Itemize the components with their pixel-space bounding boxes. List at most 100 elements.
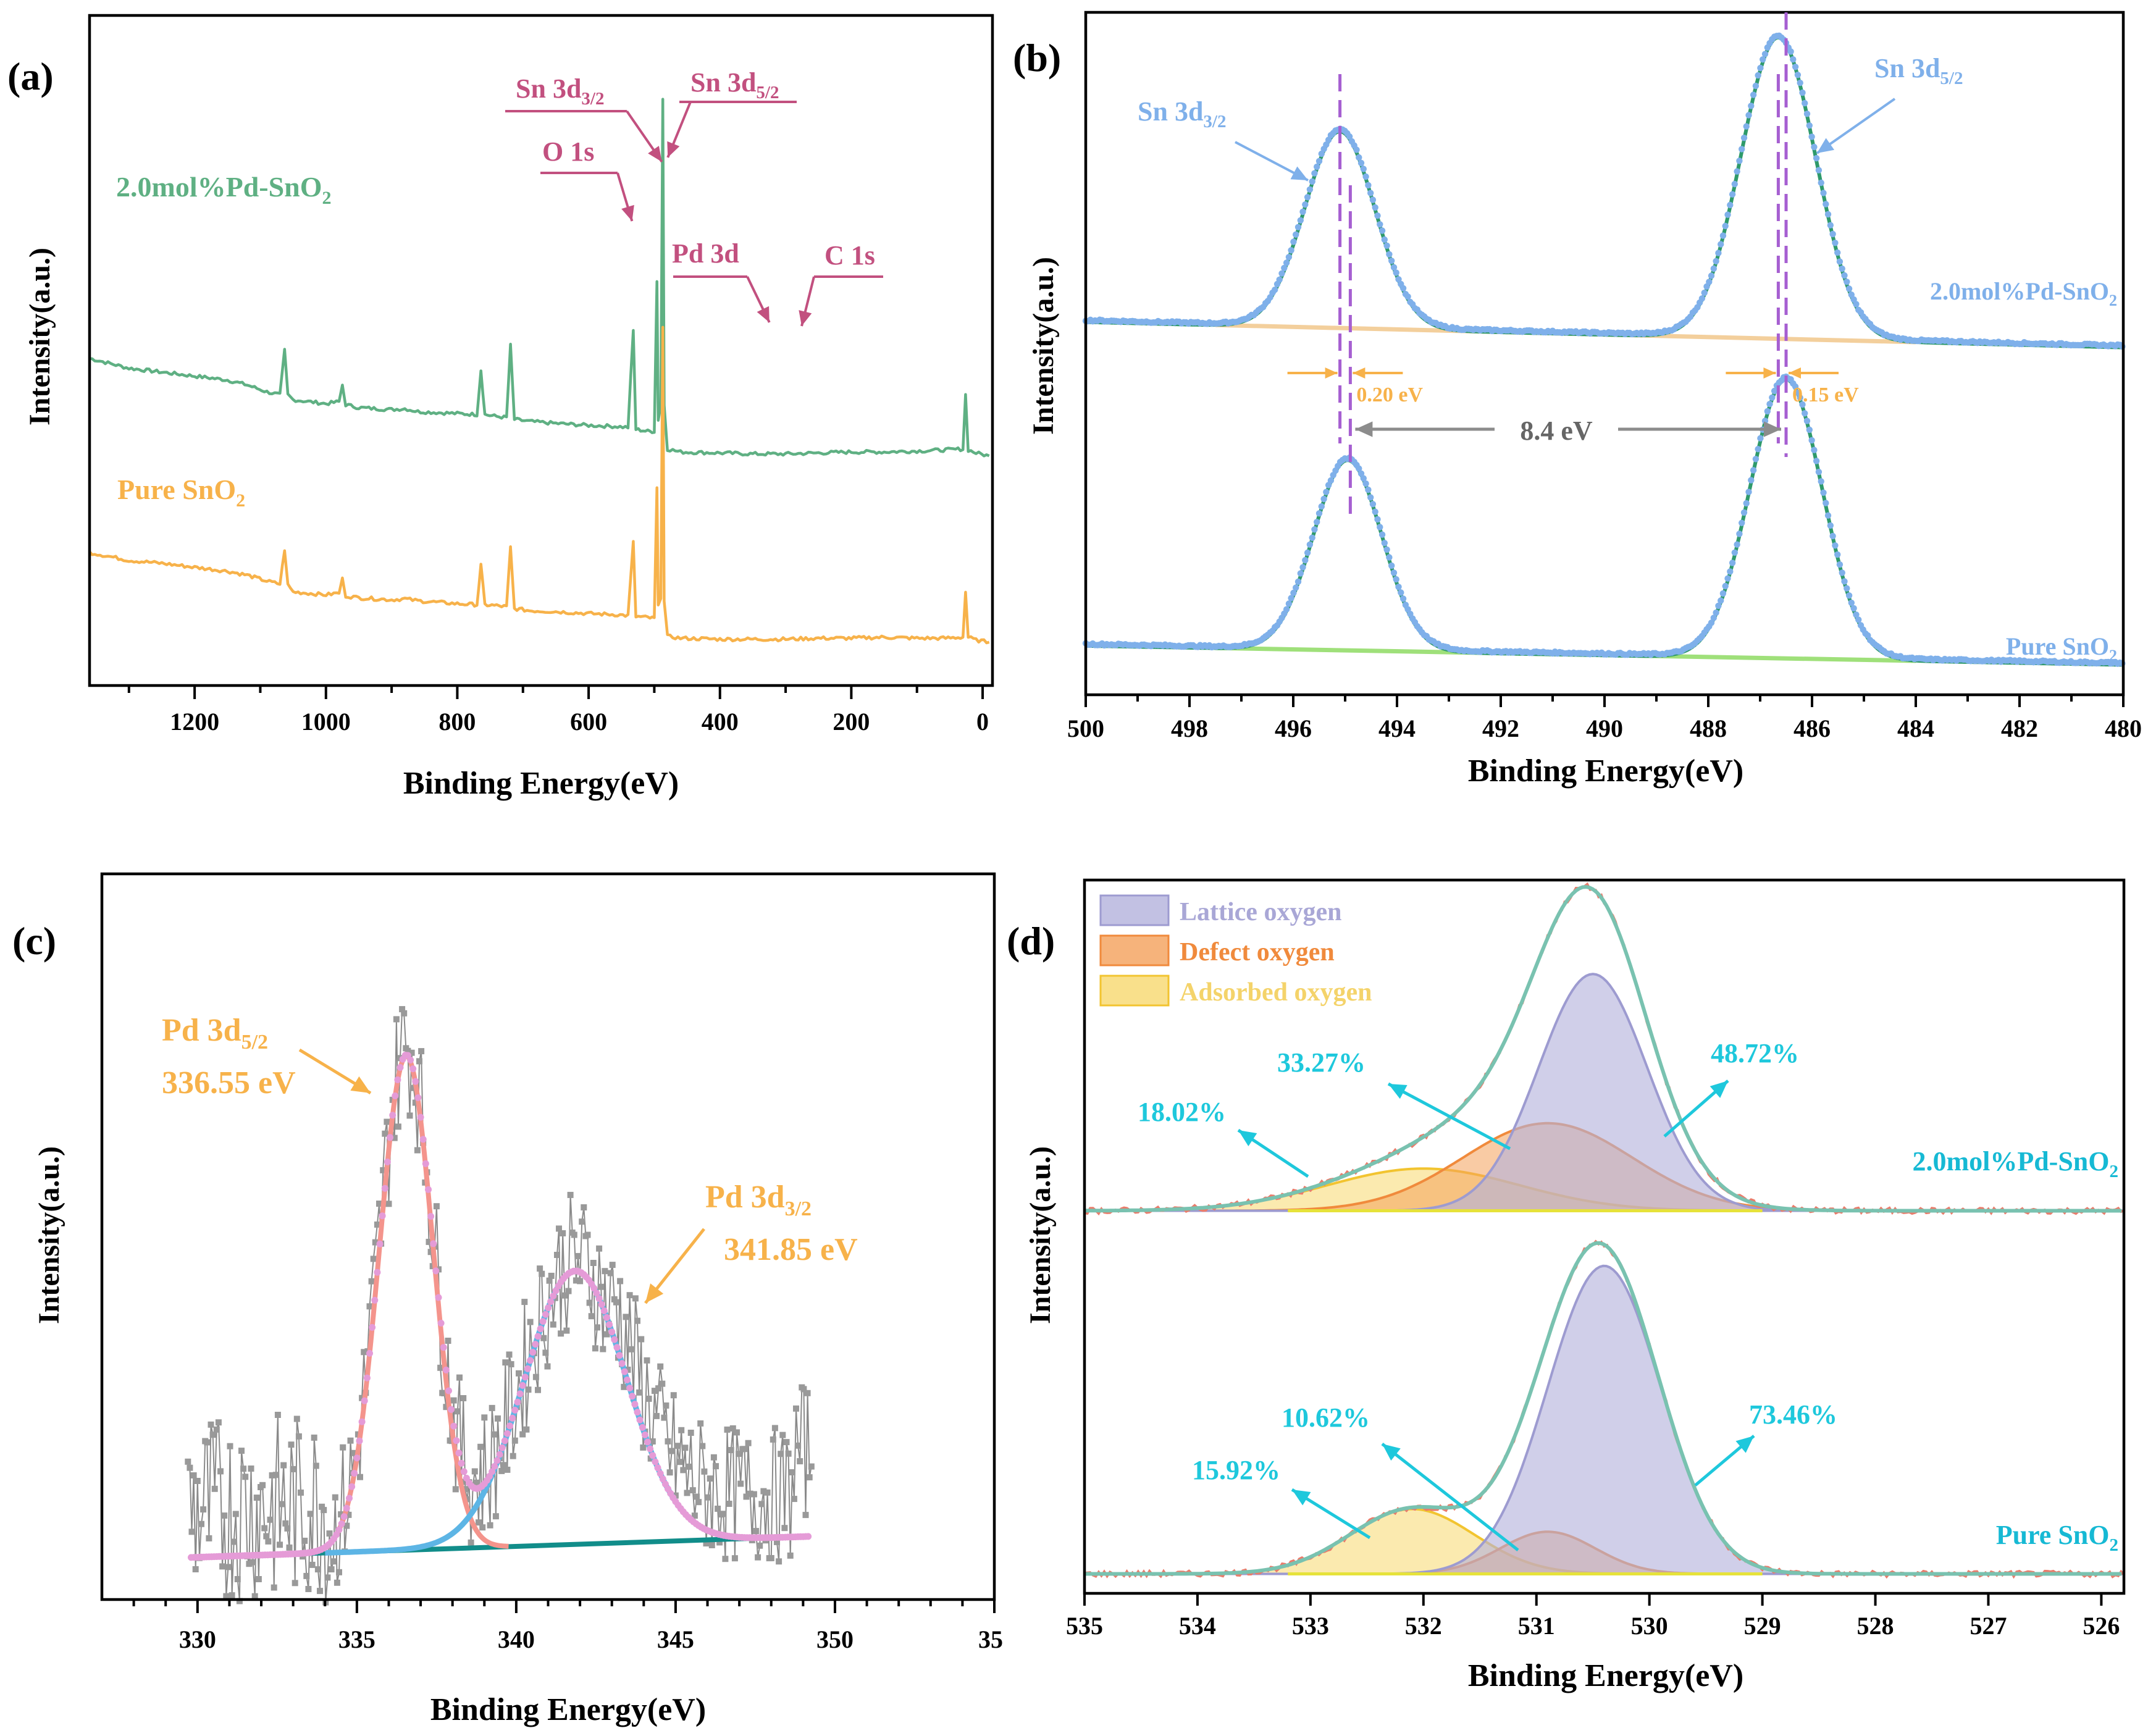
raw-data-point (384, 1118, 390, 1125)
envelope-point (427, 1213, 435, 1220)
percent-arrow-adsorbed-pure-sno2-head (1292, 1490, 1311, 1506)
envelope-point (489, 1468, 496, 1475)
envelope-point (351, 1470, 358, 1477)
data-point (1388, 258, 1395, 264)
data-point (1729, 560, 1736, 566)
raw-data-point (473, 1479, 480, 1486)
raw-data-point (309, 1561, 316, 1568)
raw-data-point (516, 1370, 522, 1377)
raw-data-point (395, 1123, 401, 1130)
annotation-arrow-sn3d32 (626, 110, 663, 163)
raw-data-point (336, 1569, 342, 1575)
raw-data-point (206, 1535, 212, 1541)
data-point (1745, 112, 1752, 119)
data-point (1727, 201, 1734, 209)
raw-data-point (279, 1501, 285, 1507)
shift-arrow-left-head (1325, 367, 1338, 379)
raw-data-point (729, 1425, 736, 1432)
data-point (1761, 417, 1769, 424)
data-point (1318, 150, 1325, 157)
raw-data-point (487, 1522, 493, 1528)
raw-data-point (489, 1404, 495, 1411)
data-point (1834, 551, 1841, 558)
data-point (1802, 99, 1808, 107)
raw-data-point (359, 1394, 366, 1401)
peak-label-sn3d32: Sn 3d3/2 (1138, 96, 1226, 132)
data-point (1367, 494, 1374, 501)
data-point (1283, 259, 1290, 266)
envelope-point (644, 1438, 651, 1446)
data-point (1272, 287, 1278, 293)
raw-data-point (200, 1506, 207, 1513)
raw-data-point (694, 1493, 700, 1500)
x-tick-label: 400 (702, 708, 739, 736)
raw-data-point (628, 1346, 635, 1352)
percent-lattice-pure-sno2: 73.46% (1749, 1399, 1837, 1430)
data-point (1848, 291, 1855, 298)
raw-data-point (537, 1265, 543, 1272)
envelope-point (407, 1056, 414, 1063)
envelope-point (348, 1483, 356, 1490)
raw-data-point (691, 1512, 698, 1519)
raw-data-point (659, 1380, 666, 1387)
panel-d-y-title: Intensity(a.u.) (1024, 1146, 1057, 1324)
raw-data-point (647, 1455, 654, 1462)
raw-data-point (284, 1525, 291, 1532)
component-area-lattice (1084, 1264, 2124, 1575)
raw-data-point (321, 1507, 327, 1514)
raw-data-point (240, 1466, 247, 1472)
raw-data-point (554, 1252, 560, 1258)
raw-data-point (209, 1432, 216, 1438)
data-point (1299, 564, 1306, 571)
data-point (1390, 264, 1398, 271)
raw-data-point (808, 1463, 815, 1470)
raw-data-point (443, 1404, 450, 1411)
shift-arrow-left (1726, 367, 1776, 379)
data-point (1813, 458, 1820, 464)
envelope-point (613, 1344, 621, 1351)
raw-data-point (217, 1468, 224, 1475)
panel-b-y-title: Intensity(a.u.) (1027, 257, 1060, 435)
raw-data-point (250, 1559, 256, 1566)
raw-data-point (655, 1385, 662, 1392)
envelope-point (524, 1365, 531, 1372)
raw-data-point (406, 1112, 413, 1119)
series-label-pure-sno2: Pure SnO2 (2006, 632, 2117, 665)
envelope-point (430, 1240, 437, 1247)
x-tick-label: 480 (2105, 715, 2142, 742)
raw-data-point (471, 1468, 478, 1475)
data-point (1293, 231, 1299, 238)
data-point (1745, 489, 1752, 495)
envelope-point (539, 1318, 547, 1325)
data-point (1736, 530, 1743, 537)
data-point (1719, 590, 1727, 597)
envelope-point (608, 1328, 616, 1336)
raw-data-point (433, 1203, 440, 1210)
raw-data-point (290, 1466, 296, 1472)
data-point (1290, 589, 1297, 597)
envelope-point (805, 1533, 812, 1540)
data-point (1799, 89, 1806, 96)
panel-d-x-title: Binding Energy(eV) (1468, 1658, 1743, 1693)
envelope-point (458, 1459, 465, 1467)
data-point (1315, 510, 1323, 517)
data-point (1827, 222, 1834, 229)
data-point (1698, 295, 1706, 302)
raw-data-point (565, 1288, 572, 1294)
raw-data-point (454, 1408, 461, 1415)
raw-data-point (632, 1295, 639, 1302)
data-point (1829, 230, 1836, 238)
raw-data-point (724, 1426, 731, 1433)
annotation-arrow-o1s-head (621, 204, 634, 221)
x-tick-label: 531 (1518, 1612, 1555, 1640)
data-point (1304, 194, 1311, 201)
raw-data-point (414, 1147, 421, 1154)
raw-data-point (391, 1134, 398, 1141)
raw-data-point (686, 1463, 692, 1470)
data-point (1701, 289, 1708, 296)
data-point (1360, 475, 1367, 482)
raw-data-point (755, 1554, 761, 1561)
raw-data-point (511, 1437, 518, 1444)
data-point (1346, 133, 1353, 140)
panel-c-frame (100, 872, 996, 1601)
